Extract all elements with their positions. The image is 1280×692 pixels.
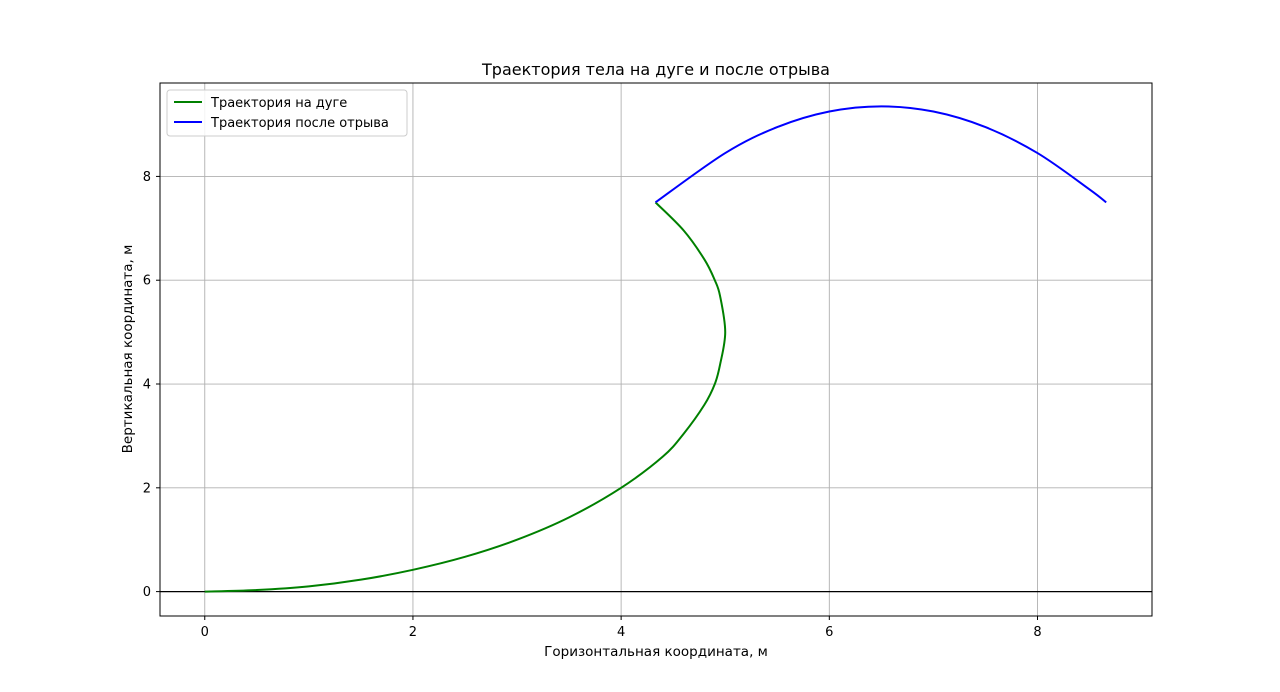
x-tick-label: 2 [409, 625, 417, 640]
y-tick-label: 8 [143, 170, 151, 185]
y-tick-label: 2 [143, 481, 151, 496]
grid [160, 83, 1152, 616]
y-axis-label: Вертикальная координата, м [120, 245, 136, 454]
series-line-1 [654, 105, 1107, 204]
legend-label-flight: Траектория после отрыва [210, 116, 389, 131]
x-tick-label: 6 [825, 625, 833, 640]
x-tick-label: 0 [201, 625, 209, 640]
legend-label-arc: Траектория на дуге [210, 96, 347, 111]
series-layer [204, 105, 1107, 593]
legend: Траектория на дуге Траектория после отры… [166, 89, 408, 137]
ticks: 0 2 4 6 8 0 2 4 6 8 [143, 170, 1042, 640]
y-tick-label: 0 [143, 585, 151, 600]
y-tick-label: 6 [143, 274, 151, 289]
x-tick-label: 8 [1033, 625, 1041, 640]
x-tick-label: 4 [617, 625, 625, 640]
chart-title: Траектория тела на дуге и после отрыва [481, 60, 830, 79]
x-axis-label: Горизонтальная координата, м [544, 644, 768, 660]
plot-frame [159, 82, 1153, 617]
y-tick-label: 4 [143, 378, 151, 393]
series-line-0 [204, 201, 727, 593]
